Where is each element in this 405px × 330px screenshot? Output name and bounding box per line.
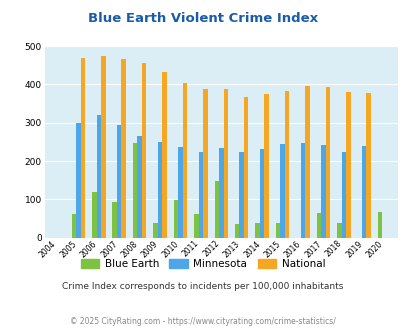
Bar xyxy=(162,72,166,238)
Bar xyxy=(92,192,96,238)
Bar xyxy=(316,213,320,238)
Bar xyxy=(173,200,178,238)
Bar xyxy=(81,58,85,238)
Text: Blue Earth Violent Crime Index: Blue Earth Violent Crime Index xyxy=(88,12,317,24)
Bar xyxy=(178,147,182,238)
Bar xyxy=(218,148,223,238)
Bar xyxy=(112,202,117,238)
Bar xyxy=(202,89,207,238)
Bar xyxy=(101,56,105,238)
Bar xyxy=(345,92,350,238)
Bar xyxy=(71,214,76,238)
Bar xyxy=(361,147,366,238)
Bar xyxy=(214,181,218,238)
Bar xyxy=(96,115,101,238)
Bar xyxy=(366,92,370,238)
Bar xyxy=(300,144,305,238)
Bar xyxy=(223,89,228,238)
Bar xyxy=(341,152,345,238)
Bar xyxy=(153,223,158,238)
Bar xyxy=(259,149,264,238)
Text: Crime Index corresponds to incidents per 100,000 inhabitants: Crime Index corresponds to incidents per… xyxy=(62,282,343,291)
Bar xyxy=(117,125,121,238)
Bar xyxy=(158,142,162,238)
Bar xyxy=(239,152,243,238)
Legend: Blue Earth, Minnesota, National: Blue Earth, Minnesota, National xyxy=(77,254,328,273)
Text: © 2025 CityRating.com - https://www.cityrating.com/crime-statistics/: © 2025 CityRating.com - https://www.city… xyxy=(70,317,335,326)
Bar xyxy=(198,152,202,238)
Bar xyxy=(336,223,341,238)
Bar xyxy=(377,212,382,238)
Bar xyxy=(279,144,284,238)
Bar xyxy=(275,223,279,238)
Bar xyxy=(76,123,81,238)
Bar xyxy=(243,97,248,238)
Bar xyxy=(320,145,325,238)
Bar xyxy=(141,63,146,238)
Bar xyxy=(264,94,268,238)
Bar xyxy=(325,87,329,238)
Bar xyxy=(137,136,141,238)
Bar xyxy=(255,223,259,238)
Bar xyxy=(132,143,137,238)
Bar xyxy=(305,85,309,238)
Bar xyxy=(121,59,126,238)
Bar xyxy=(234,224,239,238)
Bar xyxy=(284,91,288,238)
Bar xyxy=(194,214,198,238)
Bar xyxy=(182,82,187,238)
